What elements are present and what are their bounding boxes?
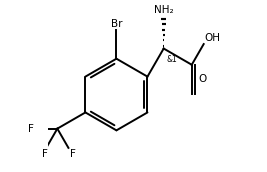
Text: Br: Br: [111, 19, 122, 29]
Text: O: O: [198, 74, 207, 84]
Text: &1: &1: [167, 55, 178, 63]
Text: OH: OH: [205, 33, 221, 43]
Text: F: F: [70, 149, 76, 159]
Text: F: F: [42, 149, 48, 159]
Text: F: F: [28, 124, 34, 134]
Text: NH₂: NH₂: [154, 5, 174, 15]
